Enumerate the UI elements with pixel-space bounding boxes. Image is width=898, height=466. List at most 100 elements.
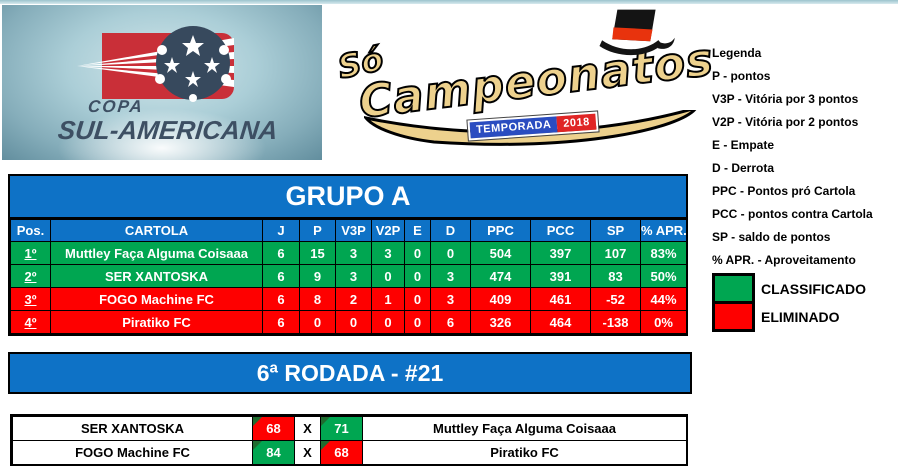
d-cell: 6 [430, 310, 471, 334]
matches-table: SER XANTOSKA 68 X 71 Muttley Faça Alguma… [10, 414, 688, 466]
legend-item-v3p: V3P - Vitória por 3 pontos [712, 92, 859, 106]
legend-item-v2p: V2P - Vitória por 2 pontos [712, 115, 859, 129]
copa-logo-text-line2: SUL-AMERICANA [56, 115, 280, 145]
col-v3p: V3P [335, 219, 372, 242]
table-row: 2º SER XANTOSKA 6 9 3 0 0 3 474 391 83 5… [10, 264, 687, 288]
table-row: 1º Muttley Faça Alguma Coisaaa 6 15 3 3 … [10, 241, 687, 265]
col-pcc: PCC [530, 219, 591, 242]
j-cell: 6 [262, 241, 300, 265]
cartola-cell: SER XANTOSKA [50, 264, 263, 288]
logo-glow [57, 108, 267, 160]
col-e: E [404, 219, 431, 242]
ppc-cell: 474 [470, 264, 531, 288]
copa-emblem-icon [77, 26, 234, 102]
col-sp: SP [590, 219, 641, 242]
legend-item-pcc: PCC - pontos contra Cartola [712, 207, 873, 221]
apr-cell: 44% [640, 287, 687, 311]
standings-header-row: Pos. CARTOLA J P V3P V2P E D PPC PCC SP … [10, 219, 687, 242]
sp-cell: -52 [590, 287, 641, 311]
ppc-cell: 326 [470, 310, 531, 334]
so-campeonatos-logo: Só Campeonatos TEMPORADA 2018 [330, 6, 717, 158]
classificado-label: CLASSIFICADO [761, 280, 866, 297]
v3p-cell: 0 [335, 310, 372, 334]
pos-cell: 2º [10, 264, 51, 288]
away-score: 71 [320, 416, 363, 441]
group-a-table: GRUPO A Pos. CARTOLA J P V3P V2P E D PPC [8, 174, 688, 336]
v2p-cell: 0 [371, 264, 405, 288]
cartola-cell: FOGO Machine FC [50, 287, 263, 311]
col-cartola: CARTOLA [50, 219, 263, 242]
j-cell: 6 [262, 310, 300, 334]
sp-cell: -138 [590, 310, 641, 334]
away-team: Piratiko FC [362, 440, 687, 465]
classificado-row: CLASSIFICADO [712, 273, 898, 304]
col-ppc: PPC [470, 219, 531, 242]
badge-year-label: 2018 [556, 113, 597, 133]
window-top-strip [0, 0, 898, 4]
cartola-cell: Piratiko FC [50, 310, 263, 334]
col-d: D [430, 219, 471, 242]
apr-cell: 0% [640, 310, 687, 334]
e-cell: 0 [404, 264, 431, 288]
eliminado-swatch [712, 301, 755, 332]
away-score: 68 [320, 440, 363, 465]
j-cell: 6 [262, 287, 300, 311]
j-cell: 6 [262, 264, 300, 288]
sp-cell: 83 [590, 264, 641, 288]
legend-item-p: P - pontos [712, 69, 771, 83]
v2p-cell: 1 [371, 287, 405, 311]
d-cell: 0 [430, 241, 471, 265]
legend-item-ppc: PPC - Pontos pró Cartola [712, 184, 856, 198]
legend-swatches: CLASSIFICADO ELIMINADO [712, 273, 898, 332]
match-row: SER XANTOSKA 68 X 71 Muttley Faça Alguma… [12, 416, 687, 441]
pos-cell: 3º [10, 287, 51, 311]
col-v2p: V2P [371, 219, 405, 242]
v3p-cell: 3 [335, 241, 372, 265]
ppc-cell: 409 [470, 287, 531, 311]
home-score: 68 [252, 416, 295, 441]
away-team: Muttley Faça Alguma Coisaaa [362, 416, 687, 441]
pcc-cell: 391 [530, 264, 591, 288]
v2p-cell: 3 [371, 241, 405, 265]
home-team: FOGO Machine FC [12, 440, 253, 465]
d-cell: 3 [430, 264, 471, 288]
versus-x: X [294, 416, 321, 441]
cartola-cell: Muttley Faça Alguma Coisaaa [50, 241, 263, 265]
pcc-cell: 397 [530, 241, 591, 265]
col-p: P [299, 219, 336, 242]
copa-sul-americana-logo: COPA SUL-AMERICANA [2, 5, 322, 160]
versus-x: X [294, 440, 321, 465]
legend-item-e: E - Empate [712, 138, 775, 152]
table-row: 3º FOGO Machine FC 6 8 2 1 0 3 409 461 -… [10, 287, 687, 311]
sp-cell: 107 [590, 241, 641, 265]
group-a-title: GRUPO A [10, 176, 686, 219]
p-cell: 0 [299, 310, 336, 334]
legend-title: Legenda [712, 46, 762, 60]
v3p-cell: 3 [335, 264, 372, 288]
home-team: SER XANTOSKA [12, 416, 253, 441]
legend-item-apr: % APR. - Aproveitamento [712, 253, 856, 267]
e-cell: 0 [404, 241, 431, 265]
home-score: 84 [252, 440, 295, 465]
apr-cell: 50% [640, 264, 687, 288]
col-j: J [262, 219, 300, 242]
legend-item-sp: SP - saldo de pontos [712, 230, 831, 244]
col-apr: % APR. [640, 219, 687, 242]
col-pos: Pos. [10, 219, 51, 242]
top-hat-icon [599, 9, 675, 55]
v2p-cell: 0 [371, 310, 405, 334]
e-cell: 0 [404, 287, 431, 311]
eliminado-row: ELIMINADO [712, 301, 898, 332]
pcc-cell: 461 [530, 287, 591, 311]
ppc-cell: 504 [470, 241, 531, 265]
copa-logo-text-line1: COPA [87, 97, 145, 116]
round-banner: 6ª RODADA - #21 [8, 352, 692, 394]
apr-cell: 83% [640, 241, 687, 265]
badge-temporada-label: TEMPORADA [469, 116, 558, 139]
pos-cell: 4º [10, 310, 51, 334]
legend-panel: Legenda P - pontos V3P - Vitória por 3 p… [712, 42, 898, 332]
p-cell: 15 [299, 241, 336, 265]
e-cell: 0 [404, 310, 431, 334]
d-cell: 3 [430, 287, 471, 311]
